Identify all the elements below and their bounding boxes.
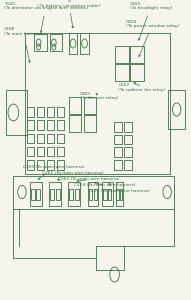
Bar: [13, 176, 174, 208]
Bar: [69, 33, 77, 54]
Bar: [30, 182, 42, 206]
Bar: [68, 182, 80, 206]
Bar: [31, 189, 35, 200]
Bar: [47, 120, 54, 130]
Text: C261 (To main wire harness): C261 (To main wire harness): [42, 172, 104, 180]
Bar: [114, 160, 122, 169]
Bar: [75, 189, 79, 200]
Bar: [56, 189, 60, 200]
Bar: [116, 189, 119, 200]
Text: C262 (To main wire harness): C262 (To main wire harness): [58, 178, 120, 182]
Bar: [120, 189, 122, 200]
Bar: [124, 147, 132, 157]
Bar: [57, 107, 64, 117]
Text: C805
(To headlight relay): C805 (To headlight relay): [130, 2, 172, 40]
Bar: [36, 189, 40, 200]
Bar: [47, 160, 54, 169]
Text: C260 (To main wire harness): C260 (To main wire harness): [23, 166, 85, 179]
Bar: [69, 116, 81, 132]
Bar: [37, 107, 44, 117]
Bar: [25, 33, 170, 174]
Bar: [47, 107, 54, 117]
Bar: [115, 64, 129, 81]
Bar: [130, 46, 144, 63]
Bar: [37, 120, 44, 130]
Bar: [50, 34, 62, 51]
Bar: [80, 33, 89, 54]
Text: C265 (To main wire harness): C265 (To main wire harness): [88, 184, 150, 194]
Bar: [69, 189, 73, 200]
Bar: [57, 160, 64, 169]
Bar: [89, 189, 92, 200]
Bar: [114, 135, 122, 144]
Bar: [27, 160, 34, 169]
Bar: [114, 122, 122, 132]
Bar: [57, 134, 64, 143]
Text: C398
(To main harness): C398 (To main harness): [4, 27, 42, 62]
Text: C802
(To radiator fan relay): C802 (To radiator fan relay): [118, 83, 166, 92]
Bar: [124, 122, 132, 132]
Bar: [84, 98, 96, 114]
Text: T1
(To battery via starter cable): T1 (To battery via starter cable): [38, 0, 100, 28]
Bar: [124, 135, 132, 144]
Bar: [57, 120, 64, 130]
Bar: [103, 189, 107, 200]
Bar: [27, 120, 34, 130]
Bar: [84, 116, 96, 132]
Bar: [114, 147, 122, 157]
Bar: [37, 160, 44, 169]
Bar: [115, 46, 129, 63]
Text: C803
(To dimmer relay): C803 (To dimmer relay): [80, 92, 119, 100]
Bar: [50, 189, 54, 200]
Bar: [108, 189, 111, 200]
Bar: [49, 182, 61, 206]
Bar: [27, 107, 34, 117]
Text: C804
(To power window relay): C804 (To power window relay): [126, 20, 179, 57]
Bar: [37, 134, 44, 143]
Bar: [116, 182, 123, 206]
Text: C264 (To main wire harness): C264 (To main wire harness): [74, 182, 136, 188]
Bar: [6, 90, 27, 135]
Bar: [57, 147, 64, 156]
Bar: [88, 182, 98, 206]
Bar: [27, 147, 34, 156]
Text: T100
(To alternator via engine wire harness): T100 (To alternator via engine wire harn…: [4, 2, 88, 32]
Bar: [47, 147, 54, 156]
Bar: [124, 160, 132, 169]
Bar: [47, 134, 54, 143]
Bar: [130, 64, 144, 81]
Bar: [69, 98, 81, 114]
Bar: [94, 189, 97, 200]
Bar: [37, 147, 44, 156]
Bar: [168, 90, 185, 129]
Bar: [27, 134, 34, 143]
Bar: [34, 34, 47, 51]
Bar: [102, 182, 113, 206]
